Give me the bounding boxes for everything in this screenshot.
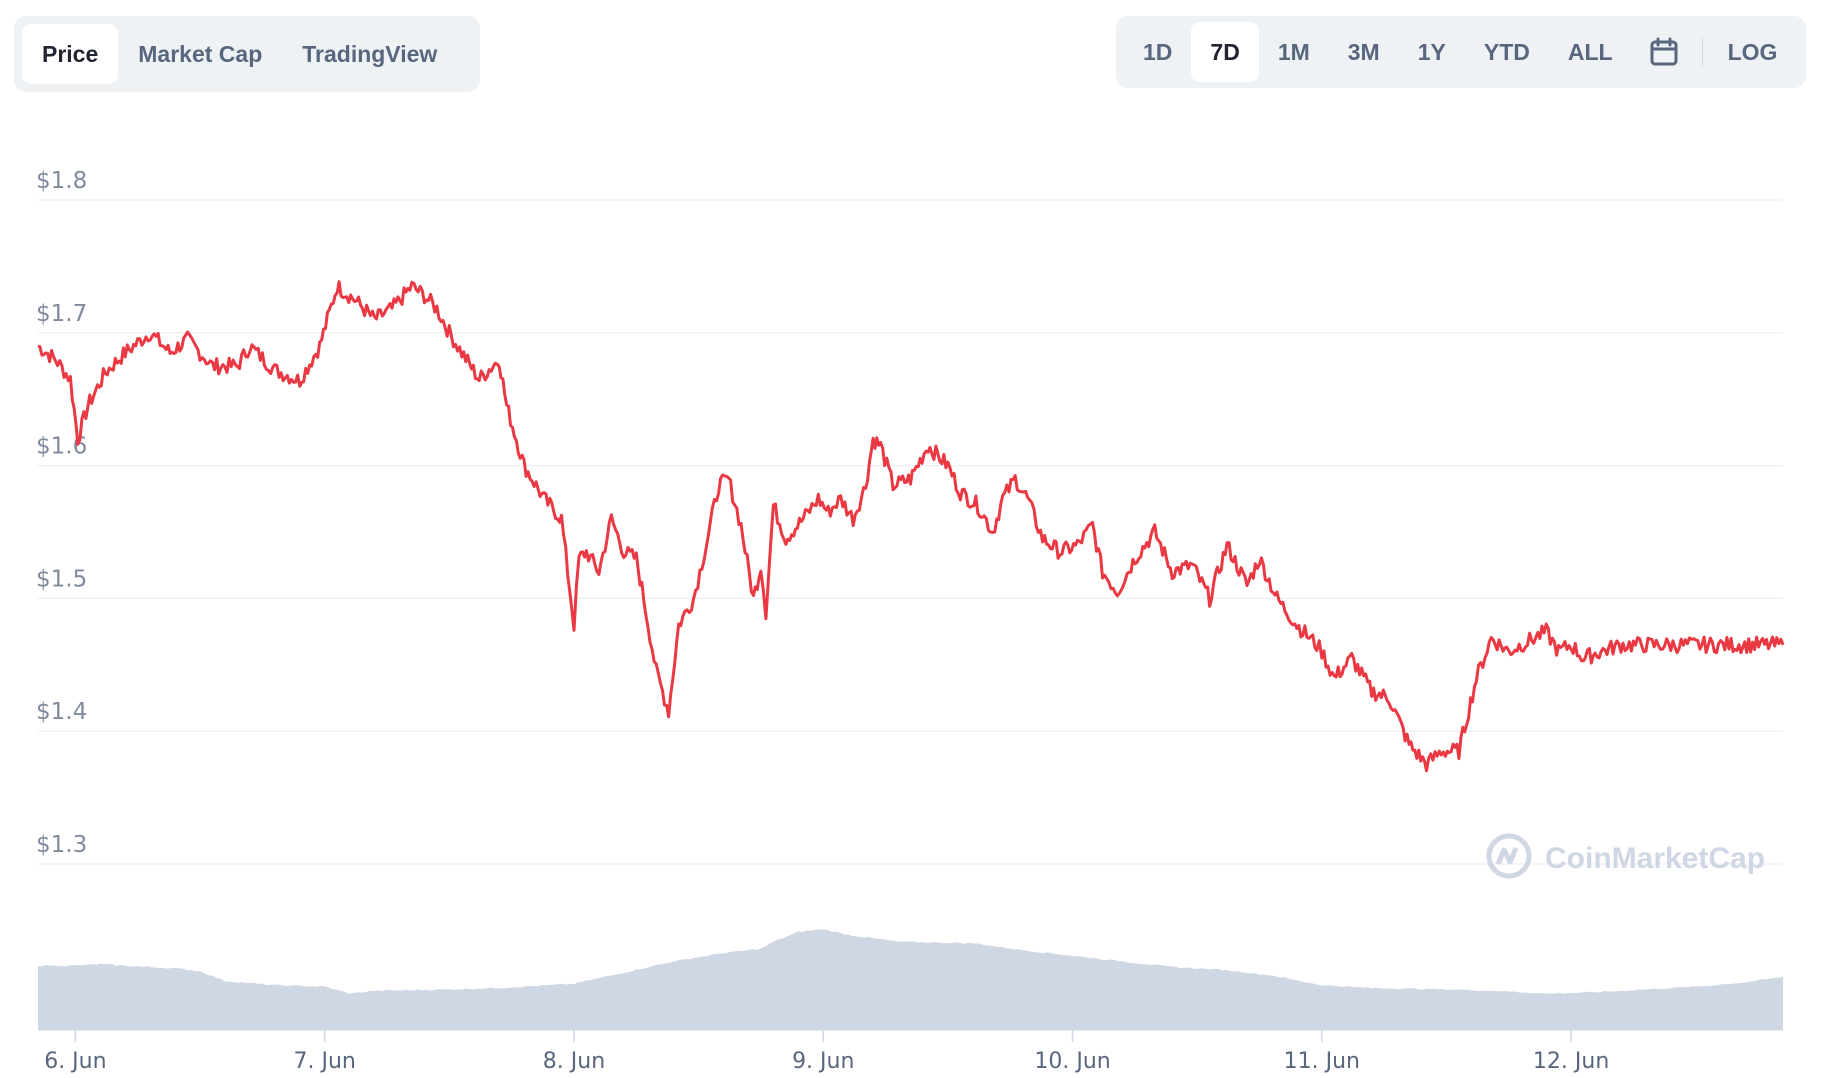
range-1d[interactable]: 1D xyxy=(1143,38,1173,65)
range-1y[interactable]: 1Y xyxy=(1417,38,1446,65)
x-axis-ticks: 6. Jun 7. Jun 8. Jun 9. Jun 10. Jun 11. Jun 12… xyxy=(44,1030,1609,1074)
log-toggle[interactable]: LOG xyxy=(1727,38,1778,65)
x-tick-label: 10. Jun xyxy=(1034,1049,1110,1074)
chart-type-tabs: Price Market Cap TradingView xyxy=(14,16,480,92)
coinmarketcap-logo-icon xyxy=(1486,833,1532,879)
range-all[interactable]: ALL xyxy=(1567,38,1613,65)
x-tick-label: 6. Jun xyxy=(44,1049,106,1074)
volume-area xyxy=(38,929,1783,1030)
y-tick-label: $1.5 xyxy=(36,566,87,592)
tab-price[interactable]: Price xyxy=(22,24,119,84)
x-tick-label: 12. Jun xyxy=(1533,1049,1609,1074)
calendar-icon[interactable] xyxy=(1632,22,1696,82)
range-7d[interactable]: 7D xyxy=(1191,22,1259,82)
range-separator xyxy=(1701,38,1703,66)
grid-lines xyxy=(38,199,1783,865)
x-tick-label: 11. Jun xyxy=(1284,1049,1360,1074)
range-3m[interactable]: 3M xyxy=(1347,38,1380,65)
y-tick-label: $1.7 xyxy=(36,301,87,327)
x-tick-label: 7. Jun xyxy=(293,1049,355,1074)
x-tick-label: 8. Jun xyxy=(543,1049,605,1074)
watermark-text: CoinMarketCap xyxy=(1545,842,1765,875)
range-1m[interactable]: 1M xyxy=(1277,38,1310,65)
y-tick-label: $1.8 xyxy=(36,168,87,194)
range-ytd[interactable]: YTD xyxy=(1483,38,1530,65)
y-tick-label: $1.4 xyxy=(36,699,87,725)
tab-market-cap[interactable]: Market Cap xyxy=(138,40,263,67)
price-line[interactable] xyxy=(37,280,1785,773)
y-tick-label: $1.3 xyxy=(36,832,87,858)
y-axis-labels: $1.3$1.4$1.5$1.6$1.7$1.8 xyxy=(36,168,87,858)
time-range-selector: 1D 7D 1M 3M 1Y YTD ALL LOG xyxy=(1116,16,1806,88)
coinmarketcap-watermark: CoinMarketCap xyxy=(1486,833,1765,879)
x-tick-label: 9. Jun xyxy=(792,1049,854,1074)
tab-tradingview[interactable]: TradingView xyxy=(302,40,438,67)
